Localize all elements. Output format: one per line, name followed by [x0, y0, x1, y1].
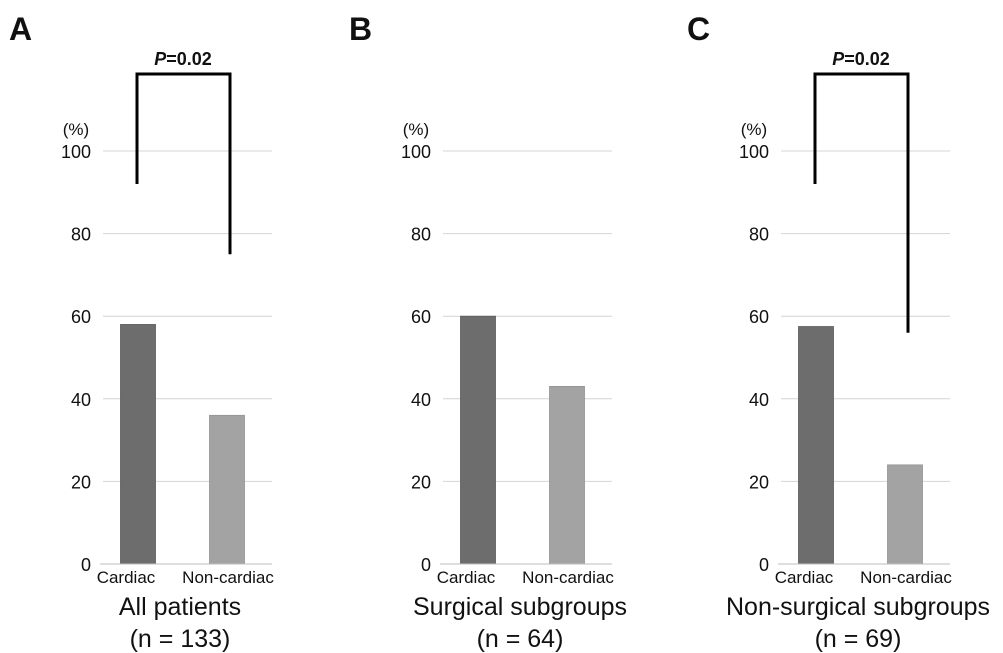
- y-tick-label: 80: [749, 225, 769, 245]
- chart-panel-a: A (%) 0 20 40 60 80 100 Cardiac Non-cardiac All pa…: [9, 11, 274, 653]
- chart-panel-b: B (%) 0 20 40 60 80 100 Cardiac Non-cardiac Surgic…: [349, 11, 627, 653]
- significance-bracket: [813, 72, 910, 333]
- y-tick-label: 0: [421, 555, 431, 575]
- subgroup-label: Surgical subgroups: [413, 593, 627, 621]
- bar-noncardiac: [887, 464, 923, 565]
- p-value-label: P=0.02: [832, 49, 890, 69]
- category-label: Non-cardiac: [860, 568, 952, 587]
- y-tick-label: 60: [749, 307, 769, 327]
- category-label: Non-cardiac: [182, 568, 274, 587]
- category-label: Non-cardiac: [522, 568, 614, 587]
- p-value-label: P=0.02: [154, 49, 212, 69]
- y-tick-label: 20: [411, 472, 431, 492]
- bar-cardiac: [798, 326, 834, 565]
- category-label: Cardiac: [97, 568, 156, 587]
- chart-panel-c: C (%) 0 20 40 60 80 100 Cardiac Non-cardiac Non-su…: [687, 11, 990, 653]
- bar-cardiac: [120, 324, 156, 565]
- y-unit-label: (%): [63, 120, 89, 139]
- y-tick-label: 40: [411, 390, 431, 410]
- y-unit-label: (%): [403, 120, 429, 139]
- y-tick-label: 80: [411, 225, 431, 245]
- sample-size-label: (n = 133): [130, 625, 231, 653]
- category-label: Cardiac: [437, 568, 496, 587]
- y-tick-label: 100: [401, 142, 431, 162]
- p-value-italic: P: [832, 49, 845, 69]
- sample-size-label: (n = 64): [477, 625, 564, 653]
- bar-noncardiac: [209, 414, 245, 565]
- y-tick-label: 100: [739, 142, 769, 162]
- subgroup-label: Non-surgical subgroups: [726, 593, 990, 621]
- bar-cardiac: [460, 315, 496, 565]
- p-value-italic: P: [154, 49, 167, 69]
- y-tick-label: 60: [71, 307, 91, 327]
- subgroup-label: All patients: [119, 593, 241, 621]
- panel-letter: A: [9, 11, 32, 47]
- bar-noncardiac: [549, 386, 585, 565]
- y-tick-label: 40: [749, 390, 769, 410]
- panel-letter: B: [349, 11, 372, 47]
- y-tick-label: 0: [759, 555, 769, 575]
- y-tick-label: 20: [749, 472, 769, 492]
- significance-bracket: [135, 72, 232, 255]
- sample-size-label: (n = 69): [815, 625, 902, 653]
- panel-letter: C: [687, 11, 710, 47]
- y-tick-label: 80: [71, 225, 91, 245]
- y-tick-label: 20: [71, 472, 91, 492]
- y-unit-label: (%): [741, 120, 767, 139]
- y-tick-label: 40: [71, 390, 91, 410]
- y-tick-label: 100: [61, 142, 91, 162]
- p-value-rest: =0.02: [844, 49, 890, 69]
- p-value-rest: =0.02: [166, 49, 212, 69]
- category-label: Cardiac: [775, 568, 834, 587]
- y-tick-label: 60: [411, 307, 431, 327]
- y-tick-label: 0: [81, 555, 91, 575]
